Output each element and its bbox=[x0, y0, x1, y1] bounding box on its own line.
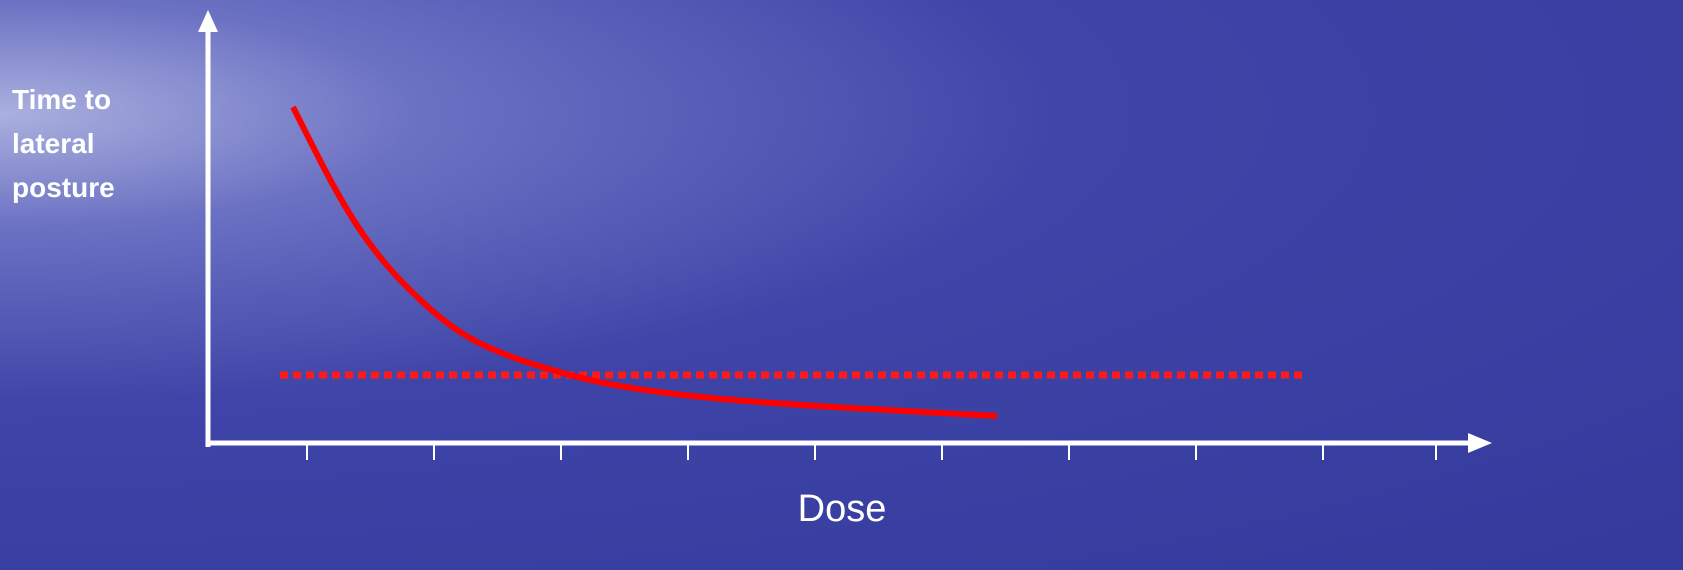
x-axis-label: Dose bbox=[742, 488, 942, 531]
x-ticks bbox=[307, 443, 1436, 460]
y-axis-arrow bbox=[198, 10, 218, 32]
chart bbox=[0, 0, 1683, 570]
x-axis-arrow bbox=[1468, 433, 1492, 453]
dose-response-curve bbox=[293, 107, 997, 416]
y-axis-label: Time to lateral posture bbox=[12, 78, 152, 210]
slide: Time to lateral posture Dose bbox=[0, 0, 1683, 570]
